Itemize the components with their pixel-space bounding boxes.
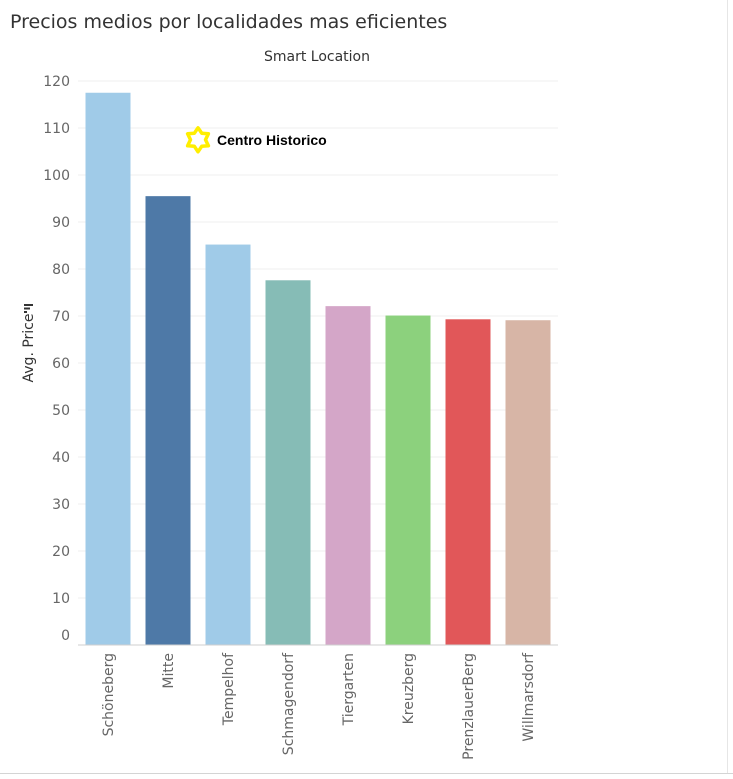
annotation-label: Centro Historico xyxy=(217,132,327,148)
bar[interactable] xyxy=(325,306,371,645)
y-axis-title-group: Avg. Price xyxy=(21,304,37,382)
annotation: Centro Historico xyxy=(185,126,327,154)
bar[interactable] xyxy=(145,196,191,645)
chart-title: Smart Location xyxy=(264,49,370,65)
x-axis-ticks: Schöneberg Mitte Tempelhof Schmagendorf Tier… xyxy=(101,652,537,760)
y-tick-label: 80 xyxy=(52,262,70,278)
y-tick-label: 50 xyxy=(52,403,70,419)
y-tick-label: 60 xyxy=(52,356,70,372)
x-tick-label: PrenzlauerBerg xyxy=(461,653,477,760)
y-tick-label: 20 xyxy=(52,544,70,560)
y-tick-label: 110 xyxy=(43,121,70,137)
x-tick-label: Tiergarten xyxy=(341,653,357,726)
y-tick-label: 120 xyxy=(43,74,70,90)
x-tick-label: Tempelhof xyxy=(221,652,237,726)
y-tick-label: 70 xyxy=(52,309,70,325)
star-center xyxy=(196,137,200,142)
x-tick-label: Schmagendorf xyxy=(281,652,297,755)
y-tick-label: 90 xyxy=(52,215,70,231)
page-title: Precios medios por localidades mas efici… xyxy=(10,11,448,33)
y-tick-label: 10 xyxy=(52,591,70,607)
bar[interactable] xyxy=(85,92,131,645)
star-outline xyxy=(185,126,211,154)
bar[interactable] xyxy=(385,315,431,645)
x-tick-label: Schöneberg xyxy=(101,653,117,736)
x-tick-label: Mitte xyxy=(161,653,177,689)
bar[interactable] xyxy=(505,320,551,645)
y-tick-label: 100 xyxy=(43,168,70,184)
bars xyxy=(85,92,551,645)
bar[interactable] xyxy=(205,244,251,645)
star-icon xyxy=(185,126,211,154)
right-divider xyxy=(727,0,728,773)
bar[interactable] xyxy=(445,319,491,645)
x-tick-label: Willmarsdorf xyxy=(521,652,537,742)
x-tick-label: Kreuzberg xyxy=(401,653,417,724)
sort-descending-icon[interactable] xyxy=(24,304,33,313)
bottom-divider xyxy=(0,773,733,774)
y-tick-label: 30 xyxy=(52,497,70,513)
y-tick-label: 40 xyxy=(52,450,70,466)
y-tick-label: 0 xyxy=(61,628,70,644)
y-axis-ticks: 0 10 20 30 40 50 60 70 80 90 100 110 120 xyxy=(43,74,70,644)
y-axis-label: Avg. Price xyxy=(21,314,37,383)
bar[interactable] xyxy=(265,280,311,645)
